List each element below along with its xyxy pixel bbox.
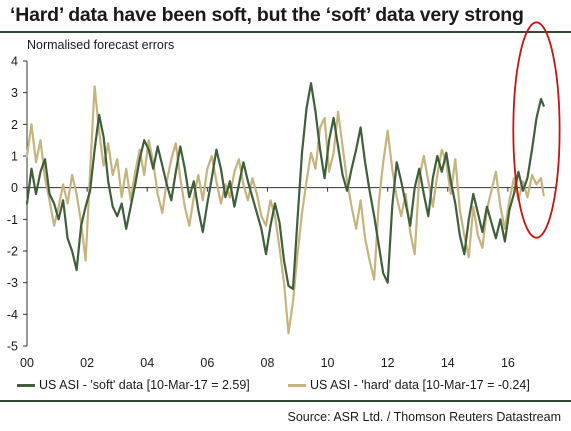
x-tick-label: 06 <box>200 356 214 370</box>
legend-label-hard: US ASI - 'hard' data [10-Mar-17 = -0.24] <box>310 378 530 392</box>
x-tick-label: 12 <box>381 356 395 370</box>
series-line-hard <box>25 85 545 335</box>
y-tick-label: -1 <box>7 213 18 227</box>
chart-series <box>25 82 545 335</box>
legend-swatch-hard <box>288 383 306 387</box>
legend-item-soft: US ASI - 'soft' data [10-Mar-17 = 2.59] <box>17 378 250 392</box>
chart-legend: US ASI - 'soft' data [10-Mar-17 = 2.59] … <box>0 378 571 394</box>
y-tick-label: 2 <box>11 118 18 132</box>
chart-annotations <box>512 21 561 239</box>
y-tick-label: 3 <box>11 86 18 100</box>
x-tick-label: 04 <box>140 356 154 370</box>
title-divider <box>0 31 571 33</box>
x-tick-label: 14 <box>441 356 455 370</box>
y-tick-label: -2 <box>7 245 18 259</box>
highlight-ellipse <box>512 21 561 239</box>
legend-item-hard: US ASI - 'hard' data [10-Mar-17 = -0.24] <box>288 378 530 392</box>
x-tick-label: 16 <box>501 356 515 370</box>
footer-divider <box>0 400 571 402</box>
y-tick-label: -5 <box>7 340 18 354</box>
x-tick-label: 08 <box>261 356 275 370</box>
y-tick-label: 1 <box>11 150 18 164</box>
x-tick-label: 10 <box>321 356 335 370</box>
legend-label-soft: US ASI - 'soft' data [10-Mar-17 = 2.59] <box>39 378 250 392</box>
chart-title: ‘Hard’ data have been soft, but the ‘sof… <box>10 4 524 26</box>
y-tick-label: -3 <box>7 276 18 290</box>
legend-swatch-soft <box>17 383 35 387</box>
source-note: Source: ASR Ltd. / Thomson Reuters Datas… <box>287 410 561 424</box>
y-tick-label: 0 <box>11 181 18 195</box>
chart-subtitle: Normalised forecast errors <box>27 38 175 52</box>
x-tick-label: 00 <box>20 356 34 370</box>
x-tick-label: 02 <box>80 356 94 370</box>
y-tick-label: -4 <box>7 308 18 322</box>
series-line-soft <box>25 82 545 291</box>
y-tick-label: 4 <box>11 55 18 69</box>
